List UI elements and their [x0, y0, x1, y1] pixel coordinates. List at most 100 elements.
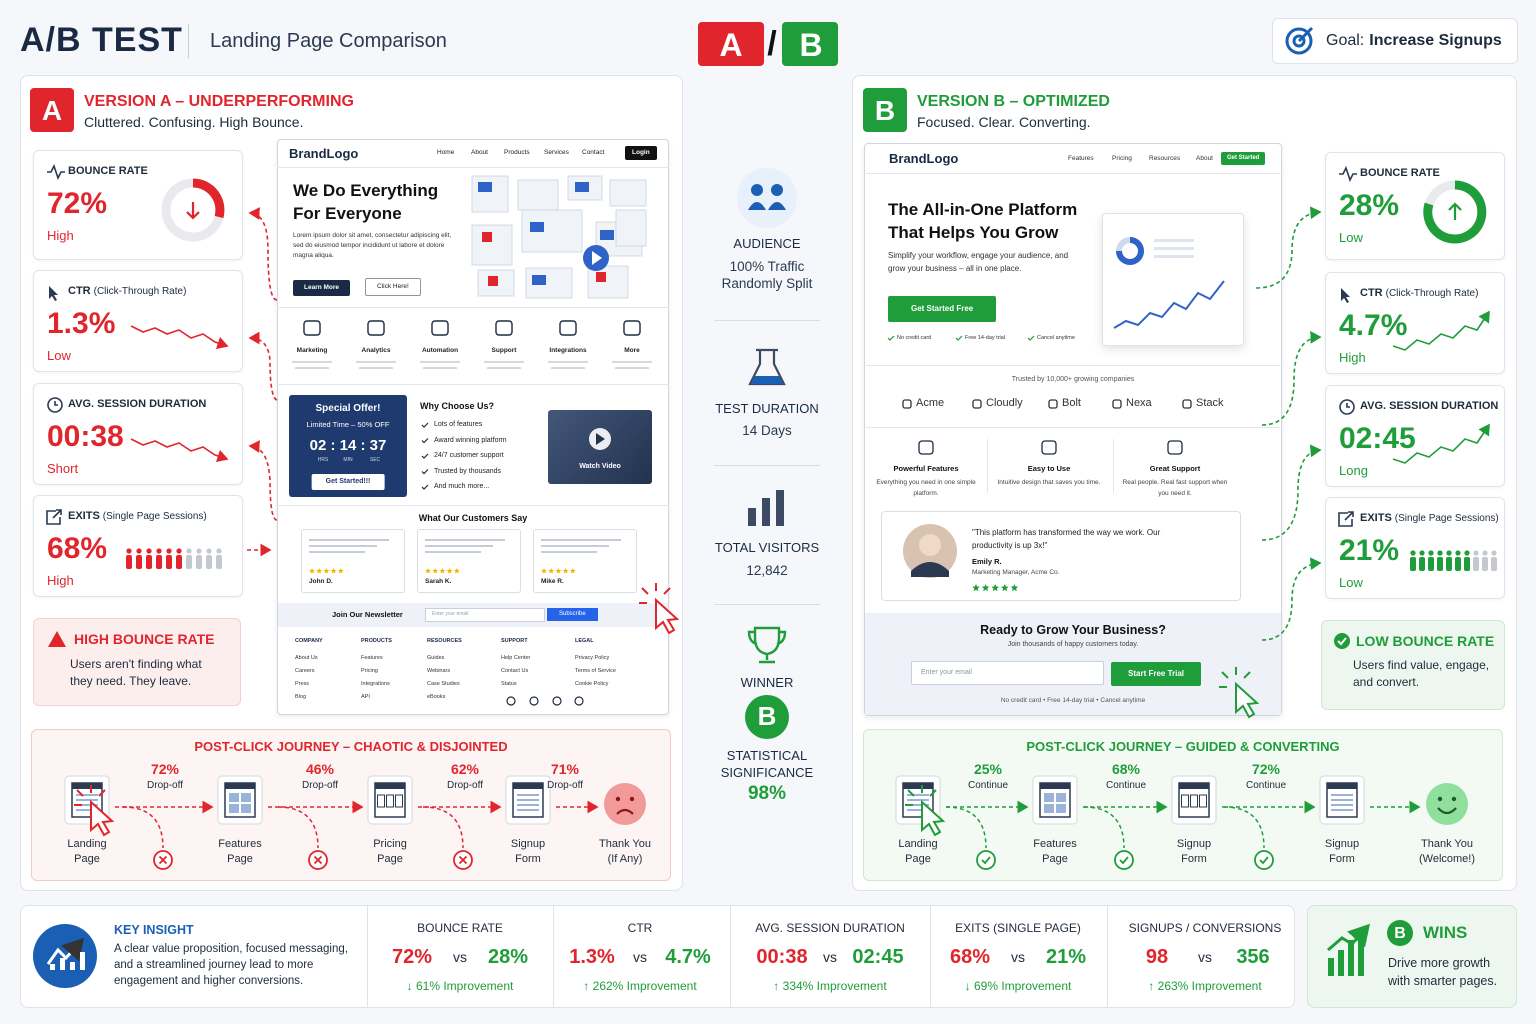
nav-cta: Get Started: [1221, 152, 1266, 166]
feature-label: Integrations: [549, 347, 587, 354]
comparison-change: ↑ 263% Improvement: [1148, 979, 1262, 993]
metric-status: Long: [1339, 463, 1368, 478]
stat-label: TEST DURATION: [715, 401, 819, 416]
alert-a: [33, 618, 241, 706]
metric-label: CTR (Click-Through Rate): [1360, 287, 1478, 300]
footer-link: API: [361, 694, 370, 700]
footer-link: Careers: [295, 668, 315, 674]
step-label: Page: [905, 853, 931, 865]
transition-value: 62%: [450, 761, 480, 777]
divider: [1113, 439, 1114, 493]
transition-value: 72%: [150, 761, 180, 777]
step-label: Form: [1329, 853, 1355, 865]
divider: [864, 427, 1282, 428]
newsletter-title: Join Our Newsletter: [332, 610, 403, 619]
why-item: And much more...: [434, 483, 490, 490]
footer-link: eBooks: [427, 694, 446, 700]
metric-value: 4.7%: [1339, 309, 1408, 342]
step-label: Thank You: [599, 838, 651, 850]
countdown-unit: HRS: [317, 457, 329, 463]
comparison-label: CTR: [627, 921, 653, 935]
metric-value: 02:45: [1339, 422, 1416, 455]
footer-heading: LEGAL: [575, 638, 594, 644]
insight-icon: [33, 924, 97, 988]
text: BOUNCE RATE: [68, 165, 148, 177]
feature-label: More: [624, 347, 640, 354]
footer-link: Contact Us: [501, 668, 529, 674]
badge-separator: /: [767, 25, 777, 63]
metric-status: High: [47, 573, 74, 588]
version-title: VERSION B – OPTIMIZED: [917, 93, 1110, 110]
comparison-vs: vs: [1011, 949, 1025, 965]
comparison-a: 00:38: [756, 946, 808, 968]
offer-subtitle: Limited Time – 50% OFF: [306, 420, 390, 429]
metric-card: [33, 495, 243, 597]
text: Increase Signups: [1369, 32, 1502, 49]
hero-text: Lorem ipsum dolor sit amet, consectetur …: [293, 232, 452, 259]
metric-card: [33, 383, 243, 485]
login-button: Login: [625, 146, 657, 160]
page-title: A/B TEST: [20, 21, 183, 59]
journey-title: POST-CLICK JOURNEY – CHAOTIC & DISJOINTE…: [194, 739, 508, 754]
nav-item: About: [1196, 155, 1213, 162]
version-title: VERSION A – UNDERPERFORMING: [84, 93, 354, 110]
transition-value: 72%: [1251, 761, 1281, 777]
why-item: Trusted by thousands: [434, 467, 502, 475]
comparison-a: 68%: [949, 946, 991, 968]
metric-label: AVG. SESSION DURATION: [68, 398, 206, 411]
comparison-label: BOUNCE RATE: [417, 921, 503, 935]
company-logo: Nexa: [1126, 397, 1152, 409]
alert-text: Users aren't finding what they need. The…: [70, 657, 202, 688]
footer-link: Features: [361, 655, 383, 661]
divider: [277, 167, 669, 168]
button: Learn More: [293, 280, 351, 296]
step-label: Landing: [67, 838, 107, 850]
hero-button: Get Started Free: [888, 296, 997, 322]
metric-status: High: [47, 228, 74, 243]
text: (Click-Through Rate): [93, 286, 187, 297]
step-label: Page: [74, 853, 100, 865]
feature-label: Analytics: [361, 347, 391, 354]
comparison-a: 1.3%: [569, 946, 615, 968]
text: (Click-Through Rate): [1385, 288, 1479, 299]
transition-label: Drop-off: [147, 780, 183, 791]
metric-status: Low: [1339, 230, 1363, 245]
summary-divider: [730, 905, 731, 1008]
transition-value: 46%: [305, 761, 335, 777]
footer-link: Guides: [427, 655, 445, 661]
version-letter-box: [863, 88, 907, 132]
metric-status: Short: [47, 461, 79, 476]
step-label: Landing: [898, 838, 938, 850]
audience-icon: [751, 184, 763, 196]
text: AVG. SESSION DURATION: [68, 398, 207, 410]
hero-card: [1102, 213, 1244, 346]
stat-value: 98%: [747, 783, 787, 804]
step-label: (Welcome!): [1418, 853, 1476, 865]
comparison-change: ↓ 61% Improvement: [406, 979, 514, 993]
transition-value: 71%: [550, 761, 580, 777]
journey-box: [31, 729, 671, 881]
divider: [987, 439, 988, 493]
comparison-vs: vs: [453, 949, 467, 965]
header-divider: [188, 24, 189, 58]
reviewer: Mike R.: [541, 578, 564, 585]
offer-title: Special Offer!: [315, 403, 381, 414]
nav-item: Products: [504, 149, 530, 156]
comparison-a: 72%: [391, 946, 433, 968]
badge-a: [698, 22, 764, 66]
step-label: Features: [1033, 838, 1077, 850]
insight-text: A clear value proposition, focused messa…: [114, 943, 348, 987]
feature-title: Great Support: [1149, 464, 1201, 473]
summary-divider: [553, 905, 554, 1008]
metric-value: 68%: [47, 532, 108, 565]
comparison-b: 356: [1236, 946, 1270, 968]
middle-divider: [714, 320, 820, 321]
stat-value: 12,842: [746, 563, 788, 578]
feature-label: Marketing: [296, 347, 328, 354]
bars-icon: [762, 498, 770, 526]
input-placeholder: Enter your email: [432, 611, 469, 617]
text: AVG. SESSION DURATION: [1360, 400, 1499, 412]
transition-label: Drop-off: [447, 780, 483, 791]
summary-divider: [930, 905, 931, 1008]
